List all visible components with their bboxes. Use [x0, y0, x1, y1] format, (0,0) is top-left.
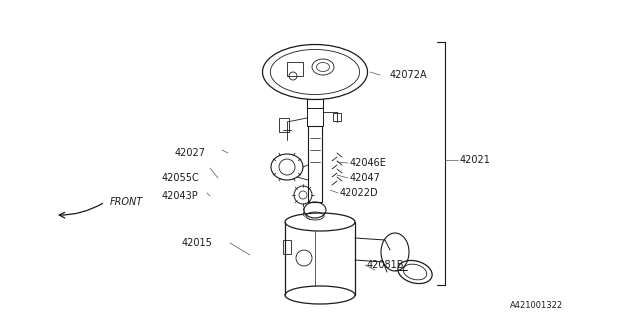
Text: 42055C: 42055C [162, 173, 200, 183]
Text: 42047: 42047 [350, 173, 381, 183]
Text: A421001322: A421001322 [510, 300, 563, 309]
Text: 42022D: 42022D [340, 188, 379, 198]
Text: FRONT: FRONT [110, 197, 143, 207]
Bar [308, 126, 322, 202]
Text: 42027: 42027 [175, 148, 206, 158]
Bar [307, 108, 323, 126]
Bar [283, 240, 291, 254]
Text: 42043P: 42043P [162, 191, 199, 201]
Bar [333, 113, 341, 121]
Text: 42081B: 42081B [367, 260, 404, 270]
Text: 42021: 42021 [460, 155, 491, 165]
Bar [279, 118, 289, 132]
Text: 42015: 42015 [182, 238, 213, 248]
Bar [287, 62, 303, 76]
Text: 42046E: 42046E [350, 158, 387, 168]
Text: 42072A: 42072A [390, 70, 428, 80]
